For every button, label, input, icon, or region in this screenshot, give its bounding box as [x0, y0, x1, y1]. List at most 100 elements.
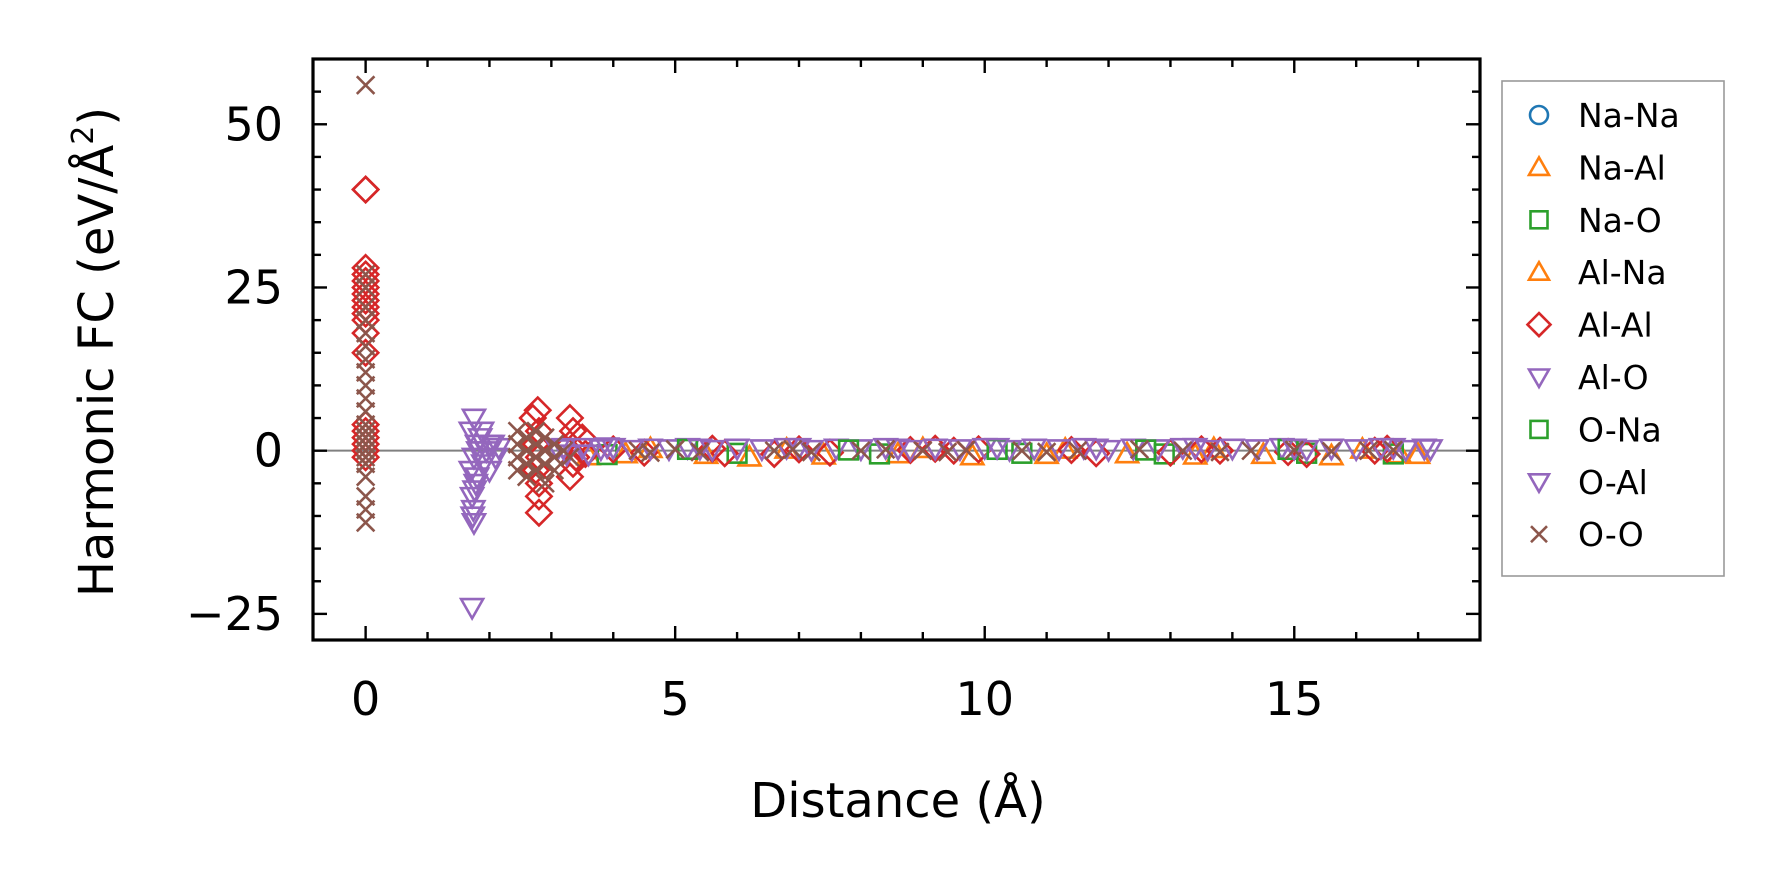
- data-point: [535, 473, 555, 494]
- data-point: [1045, 439, 1073, 463]
- data-point: [560, 447, 580, 467]
- data-point: [567, 423, 597, 453]
- data-point: [1095, 439, 1122, 463]
- legend-marker: [1526, 154, 1552, 177]
- data-point: [723, 438, 751, 462]
- x-tick-label: 10: [955, 672, 1014, 726]
- data-point: [1186, 434, 1216, 464]
- data-point: [516, 467, 537, 487]
- legend-item: Na-Al: [1526, 148, 1666, 187]
- data-point: [983, 437, 1011, 462]
- data-point: [1113, 440, 1141, 464]
- data-point: [1021, 438, 1048, 462]
- axes: 0 5 10 15 −25 0 25 50: [186, 57, 1482, 726]
- legend-marker: [1530, 525, 1548, 544]
- data-point: [351, 175, 381, 205]
- legend-marker: [1529, 210, 1549, 230]
- data-point: [736, 443, 763, 467]
- data-point: [593, 437, 621, 461]
- data-point: [555, 462, 585, 492]
- legend-marker: [1526, 259, 1552, 282]
- data-point: [524, 498, 554, 528]
- legend-item: O-Al: [1526, 463, 1648, 502]
- data-point: [921, 438, 949, 462]
- x-tick-label: 5: [661, 672, 690, 726]
- data-point: [526, 460, 546, 480]
- data-point: [587, 439, 615, 463]
- series-o-o: [355, 75, 1404, 533]
- data-point: [1380, 437, 1407, 462]
- legend-item: Na-O: [1529, 201, 1662, 240]
- legend-label: Na-O: [1578, 201, 1662, 240]
- data-point: [468, 421, 496, 445]
- data-point: [1250, 440, 1277, 465]
- y-axis-title-superscript: 2: [66, 126, 101, 145]
- y-axis-title-close: ): [69, 107, 125, 126]
- data-point: [884, 440, 912, 464]
- y-tick-label: −25: [186, 587, 283, 641]
- data-point: [710, 438, 740, 468]
- data-point: [355, 75, 376, 95]
- data-point: [956, 440, 976, 460]
- data-point: [748, 439, 776, 463]
- legend-label: O-Al: [1578, 463, 1648, 502]
- data-point: [1284, 440, 1304, 460]
- data-point: [1181, 437, 1209, 462]
- legend-marker: [1526, 472, 1552, 495]
- legend-label: Al-Al: [1578, 306, 1653, 345]
- x-axis-title: Distance (Å): [750, 772, 1045, 829]
- y-axis-title: Harmonic FC (eV/Å2): [66, 107, 125, 597]
- x-tick-label: 15: [1265, 672, 1324, 726]
- legend-item: Al-Al: [1525, 306, 1653, 345]
- data-point: [1383, 440, 1404, 460]
- data-point: [355, 447, 376, 467]
- data-point: [544, 460, 565, 480]
- data-point: [507, 460, 528, 480]
- data-point: [1210, 442, 1230, 462]
- data-point: [1067, 440, 1088, 461]
- data-point: [764, 440, 784, 461]
- data-point: [355, 467, 376, 487]
- data-point: [351, 175, 381, 205]
- data-point: [1082, 438, 1110, 462]
- legend-item: Na-Na: [1528, 96, 1680, 135]
- data-point: [1219, 438, 1246, 462]
- data-point: [355, 277, 376, 298]
- data-point: [1360, 436, 1390, 466]
- y-tick-label: 25: [224, 260, 283, 314]
- legend-item: Al-O: [1526, 358, 1649, 397]
- data-point: [575, 444, 602, 468]
- data-point: [1036, 442, 1057, 462]
- data-point: [1404, 440, 1432, 465]
- x-tick-label: 0: [351, 672, 380, 726]
- legend: Na-Na Na-Al Na-O Al-Na Al-Al Al-O O-Na O-Al O-O: [1501, 80, 1725, 577]
- data-point: [798, 439, 825, 463]
- data-point: [884, 438, 912, 462]
- data-point: [1012, 440, 1032, 461]
- y-tick-label: 0: [254, 424, 283, 478]
- data-point: [837, 439, 860, 461]
- data-point: [523, 395, 553, 425]
- data-point: [851, 440, 871, 461]
- data-point: [665, 439, 685, 460]
- data-point: [726, 442, 748, 464]
- data-point: [1342, 439, 1370, 463]
- data-point: [1321, 441, 1342, 462]
- legend-label: O-Na: [1578, 410, 1662, 449]
- data-point: [686, 438, 714, 462]
- data-point: [1056, 435, 1086, 465]
- legend-label: Al-O: [1578, 358, 1649, 397]
- data-point: [1194, 439, 1221, 463]
- data-point: [996, 439, 1023, 463]
- data-point: [847, 439, 875, 463]
- data-point: [1318, 442, 1345, 466]
- data-point: [822, 438, 850, 462]
- data-point: [1241, 440, 1261, 461]
- data-point: [1318, 438, 1345, 462]
- data-point: [351, 338, 381, 368]
- data-point: [913, 440, 933, 461]
- data-point: [1173, 440, 1193, 461]
- data-point: [801, 442, 822, 462]
